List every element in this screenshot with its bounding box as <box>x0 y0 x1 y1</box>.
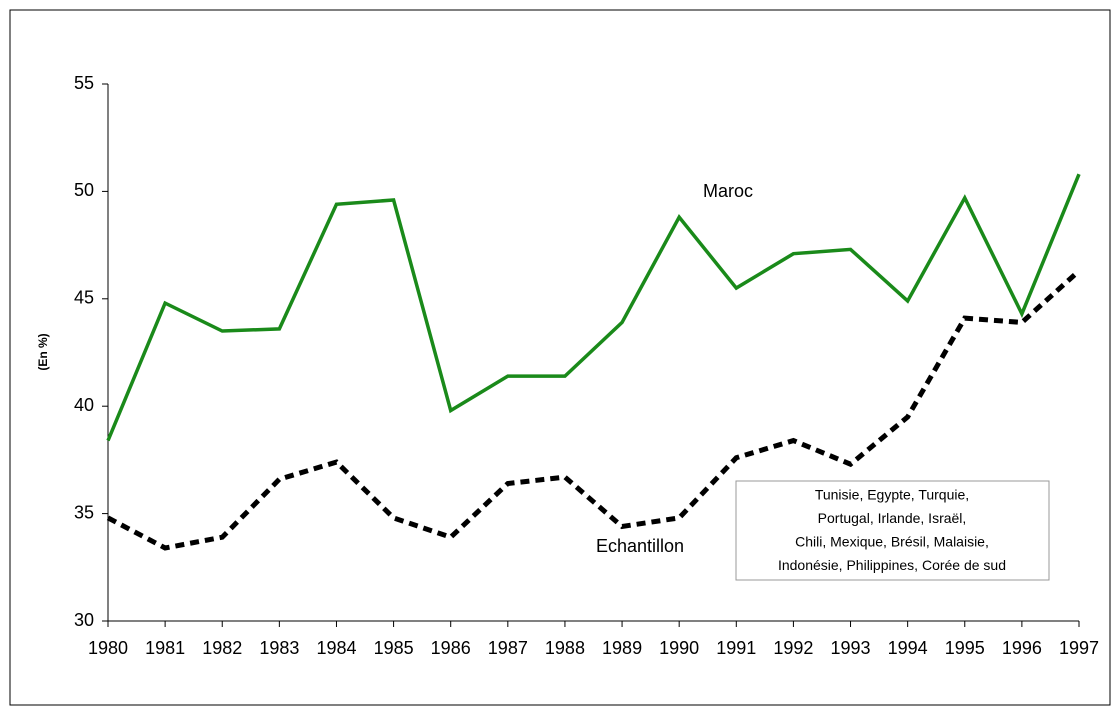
y-tick-label: 35 <box>74 502 94 522</box>
x-tick-label: 1994 <box>888 638 928 658</box>
note-box <box>735 480 1050 581</box>
x-tick-label: 1981 <box>145 638 185 658</box>
note-line: Indonésie, Philippines, Corée de sud <box>778 557 1006 573</box>
note-line: Tunisie, Egypte, Turquie, <box>815 487 969 503</box>
y-tick-label: 40 <box>74 395 94 415</box>
x-tick-label: 1985 <box>374 638 414 658</box>
series-line <box>106 173 1081 442</box>
y-tick-label: 30 <box>74 610 94 630</box>
y-tick-label: 45 <box>74 288 94 308</box>
x-tick-label: 1988 <box>545 638 585 658</box>
series-line <box>106 269 1081 551</box>
x-tick-label: 1987 <box>488 638 528 658</box>
x-tick-label: 1984 <box>316 638 356 658</box>
y-tick-label: 50 <box>74 180 94 200</box>
x-tick-label: 1989 <box>602 638 642 658</box>
x-tick-label: 1983 <box>259 638 299 658</box>
note-line: Chili, Mexique, Brésil, Malaisie, <box>795 534 989 550</box>
series-label: Echantillon <box>596 536 684 556</box>
x-tick-label: 1995 <box>945 638 985 658</box>
y-tick-label: 55 <box>74 73 94 93</box>
x-tick-label: 1993 <box>831 638 871 658</box>
chart-frame <box>9 9 1111 706</box>
x-tick-label: 1990 <box>659 638 699 658</box>
x-tick-label: 1991 <box>716 638 756 658</box>
x-tick-label: 1980 <box>88 638 128 658</box>
x-tick-label: 1997 <box>1059 638 1099 658</box>
x-tick-label: 1986 <box>431 638 471 658</box>
x-tick-label: 1992 <box>773 638 813 658</box>
series-label: Maroc <box>703 181 753 201</box>
note-line: Portugal, Irlande, Israël, <box>818 510 967 526</box>
y-axis-label: (En %) <box>36 333 50 370</box>
x-tick-label: 1996 <box>1002 638 1042 658</box>
x-tick-label: 1982 <box>202 638 242 658</box>
